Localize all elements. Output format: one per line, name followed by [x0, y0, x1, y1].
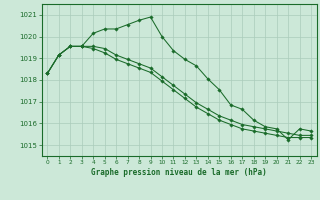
X-axis label: Graphe pression niveau de la mer (hPa): Graphe pression niveau de la mer (hPa): [91, 168, 267, 177]
